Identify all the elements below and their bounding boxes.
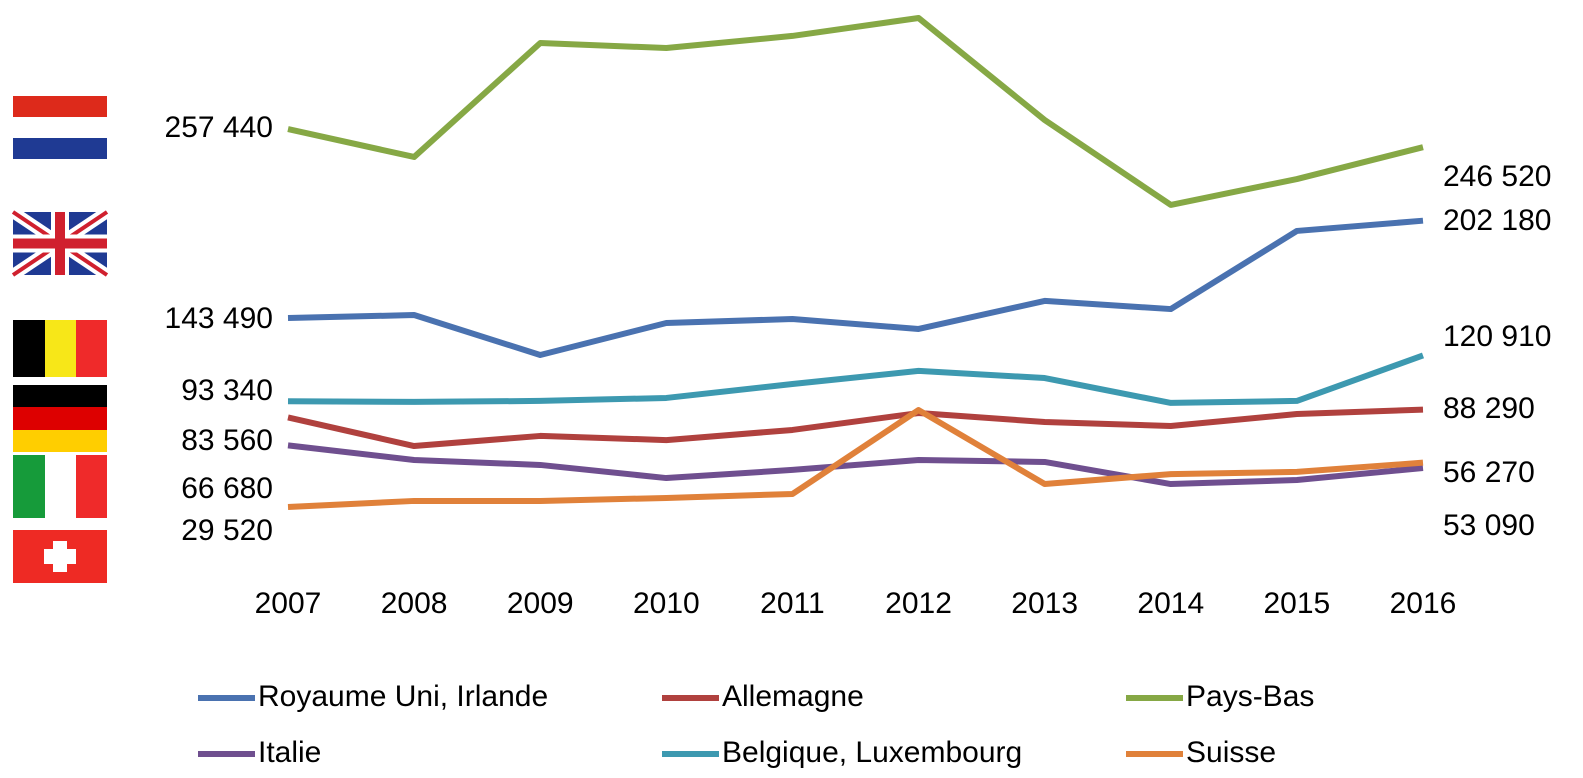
- data-label: 120 910: [1443, 320, 1551, 353]
- data-label: 29 520: [181, 514, 273, 547]
- flag-belgium: [13, 320, 107, 377]
- data-label: 202 180: [1443, 204, 1551, 237]
- x-tick-label: 2011: [760, 587, 825, 620]
- legend-label: Belgique, Luxembourg: [722, 736, 1022, 769]
- x-tick-label: 2012: [885, 587, 952, 620]
- x-tick-label: 2016: [1390, 587, 1457, 620]
- data-label: 83 560: [181, 424, 273, 457]
- series-line: [287, 407, 1424, 511]
- x-tick-label: 2014: [1137, 587, 1204, 620]
- x-tick-label: 2015: [1264, 587, 1331, 620]
- data-label: 93 340: [181, 374, 273, 407]
- x-tick-label: 2010: [633, 587, 700, 620]
- legend-label: Allemagne: [722, 680, 864, 713]
- flag-uk: [9, 207, 111, 280]
- data-label: 88 290: [1443, 392, 1535, 425]
- flags: [9, 96, 111, 583]
- data-label: 56 270: [1443, 456, 1535, 489]
- legend-label: Pays-Bas: [1186, 680, 1314, 713]
- series-line: [287, 352, 1425, 406]
- x-tick-label: 2008: [381, 587, 448, 620]
- x-tick-label: 2007: [255, 587, 322, 620]
- data-label: 257 440: [165, 111, 273, 144]
- x-tick-label: 2009: [507, 587, 574, 620]
- x-tick-label: 2013: [1011, 587, 1078, 620]
- flag-netherlands: [13, 96, 107, 159]
- legend-label: Royaume Uni, Irlande: [258, 680, 548, 713]
- series-line: [287, 217, 1424, 358]
- data-label: 246 520: [1443, 160, 1551, 193]
- flag-italy: [13, 455, 107, 518]
- series-line: [287, 406, 1424, 450]
- legend-label: Suisse: [1186, 736, 1276, 769]
- data-label: 53 090: [1443, 509, 1535, 542]
- data-label: 66 680: [181, 472, 273, 505]
- flag-switzerland: [13, 530, 107, 583]
- flag-germany: [13, 385, 107, 452]
- series-line: [287, 15, 1424, 208]
- series-line: [287, 442, 1424, 488]
- data-label: 143 490: [165, 302, 273, 335]
- legend-label: Italie: [258, 736, 321, 769]
